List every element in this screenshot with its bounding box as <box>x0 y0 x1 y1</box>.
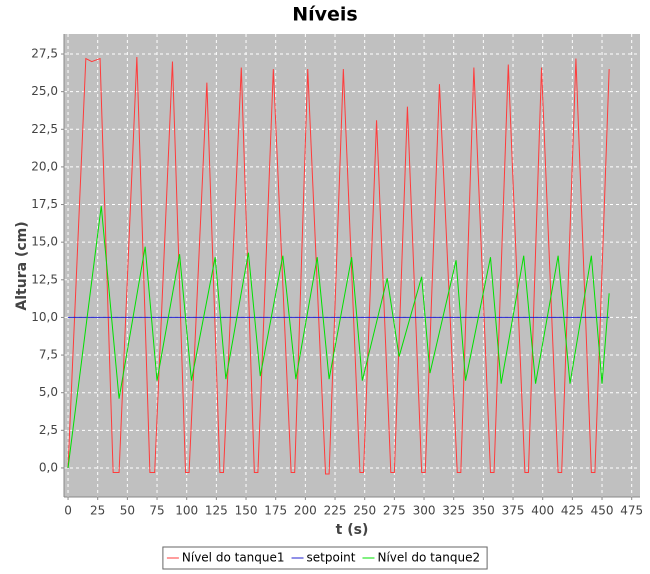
x-tick-label: 225 <box>324 504 347 518</box>
y-tick-label: 17,5 <box>31 197 58 211</box>
y-tick-label: 22,5 <box>31 122 58 136</box>
x-tick-label: 175 <box>264 504 287 518</box>
x-tick-label: 100 <box>175 504 198 518</box>
y-tick-label: 25,0 <box>31 84 58 98</box>
y-tick-label: 0,0 <box>39 460 58 474</box>
y-tick-label: 10,0 <box>31 310 58 324</box>
series-line <box>67 205 610 469</box>
x-tick-label: 475 <box>620 504 643 518</box>
y-tick-label: 5,0 <box>39 385 58 399</box>
x-tick-label: 425 <box>561 504 584 518</box>
y-axis-label: Altura (cm) <box>14 221 30 310</box>
x-tick-label: 75 <box>149 504 164 518</box>
x-tick-label: 0 <box>64 504 72 518</box>
legend-box <box>162 546 488 570</box>
x-tick-label: 25 <box>90 504 105 518</box>
x-tick-label: 150 <box>235 504 258 518</box>
x-tick-label: 300 <box>413 504 436 518</box>
y-tick-label: 20,0 <box>31 159 58 173</box>
legend: Nível do tanque1 setpoint Nível do tanque2 <box>162 546 488 570</box>
y-tick-label: 12,5 <box>31 272 58 286</box>
x-axis-label: t (s) <box>336 522 369 538</box>
x-tick-label: 325 <box>442 504 465 518</box>
y-tick-label: 27,5 <box>31 47 58 61</box>
legend-label: Nível do tanque2 <box>377 551 480 565</box>
y-tick-label: 15,0 <box>31 235 58 249</box>
legend-label: setpoint <box>307 551 356 565</box>
y-tick-label: 7,5 <box>39 348 58 362</box>
x-tick-label: 250 <box>353 504 376 518</box>
x-tick-label: 275 <box>383 504 406 518</box>
x-tick-label: 50 <box>120 504 135 518</box>
x-tick-label: 400 <box>531 504 554 518</box>
x-tick-label: 450 <box>591 504 614 518</box>
y-tick-label: 2,5 <box>39 423 58 437</box>
x-tick-label: 375 <box>502 504 525 518</box>
chart-title: Níveis <box>292 4 358 26</box>
series-line <box>67 57 610 475</box>
x-tick-label: 125 <box>205 504 228 518</box>
legend-label: Nível do tanque1 <box>182 551 285 565</box>
x-tick-label: 200 <box>294 504 317 518</box>
x-tick-label: 350 <box>472 504 495 518</box>
